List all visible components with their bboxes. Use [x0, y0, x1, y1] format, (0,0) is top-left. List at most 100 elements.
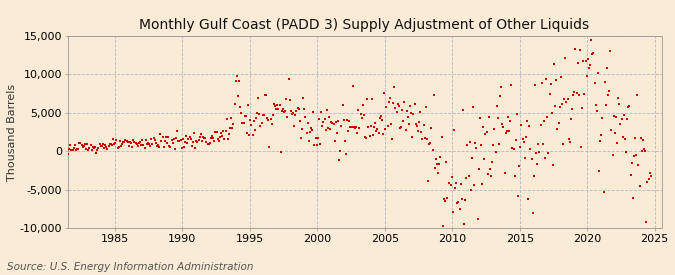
Point [236, 110, 246, 115]
Point [580, 59, 591, 63]
Point [466, 156, 477, 160]
Point [61, 142, 72, 147]
Point [313, 117, 324, 122]
Point [353, 108, 364, 112]
Point [161, 141, 172, 145]
Point [156, 139, 167, 143]
Point [409, 101, 420, 106]
Point [375, 114, 386, 118]
Point [404, 104, 415, 108]
Point [274, 103, 285, 107]
Point [527, 211, 538, 215]
Point [472, 217, 483, 221]
Point [364, 134, 375, 138]
Point [292, 106, 303, 110]
Point [192, 140, 202, 145]
Point [215, 135, 225, 139]
Point [428, 92, 439, 97]
Point [147, 142, 158, 146]
Point [184, 134, 195, 139]
Point [94, 142, 105, 146]
Point [134, 140, 145, 144]
Point [154, 144, 165, 149]
Point [246, 123, 256, 127]
Point [599, 79, 610, 84]
Point [331, 131, 342, 136]
Point [544, 92, 555, 96]
Point [70, 142, 80, 147]
Point [372, 127, 383, 131]
Point [277, 107, 288, 111]
Point [516, 123, 526, 127]
Point [68, 146, 79, 151]
Point [617, 134, 628, 139]
Point [97, 142, 108, 146]
Point [121, 138, 132, 143]
Point [515, 145, 526, 149]
Point [122, 139, 133, 144]
Point [539, 156, 550, 160]
Point [245, 118, 256, 123]
Point [134, 141, 144, 145]
Point [327, 121, 338, 125]
Point [446, 175, 457, 180]
Point [566, 106, 577, 111]
Point [595, 139, 605, 144]
Point [553, 121, 564, 126]
Point [329, 139, 340, 144]
Point [436, 135, 447, 139]
Point [105, 142, 116, 147]
Point [222, 137, 233, 141]
Point [240, 113, 251, 118]
Point [248, 119, 259, 123]
Point [242, 131, 252, 135]
Point [400, 128, 411, 132]
Point [369, 125, 379, 129]
Point [202, 141, 213, 146]
Point [93, 145, 104, 150]
Point [269, 101, 279, 106]
Point [603, 89, 614, 93]
Point [186, 144, 197, 148]
Point [129, 139, 140, 144]
Point [443, 240, 454, 244]
Point [290, 113, 300, 117]
Point [381, 104, 392, 109]
Point [66, 148, 77, 152]
Point [365, 124, 376, 128]
Point [535, 123, 546, 127]
Point [504, 128, 514, 133]
Point [455, 182, 466, 186]
Point [525, 147, 536, 151]
Point [112, 145, 123, 150]
Point [103, 144, 114, 148]
Point [559, 97, 570, 101]
Point [124, 144, 134, 148]
Point [570, 47, 580, 51]
Point [119, 140, 130, 144]
Point [261, 93, 271, 97]
Point [188, 131, 199, 135]
Point [431, 162, 442, 166]
Point [271, 106, 281, 111]
Point [131, 142, 142, 146]
Point [60, 147, 71, 152]
Point [70, 147, 81, 152]
Point [612, 140, 622, 145]
Point [153, 142, 163, 147]
Point [367, 133, 378, 137]
Point [194, 135, 205, 139]
Point [590, 103, 601, 107]
Point [562, 97, 573, 102]
Point [151, 141, 161, 145]
Point [357, 102, 368, 107]
Point [255, 124, 266, 128]
Point [114, 138, 125, 143]
Title: Monthly Gulf Coast (PADD 3) Supply Adjustment of Other Liquids: Monthly Gulf Coast (PADD 3) Supply Adjus… [140, 18, 589, 32]
Point [262, 116, 273, 121]
Point [450, 186, 460, 191]
Point [209, 139, 219, 143]
Point [423, 179, 433, 184]
Point [113, 145, 124, 149]
Point [211, 130, 222, 135]
